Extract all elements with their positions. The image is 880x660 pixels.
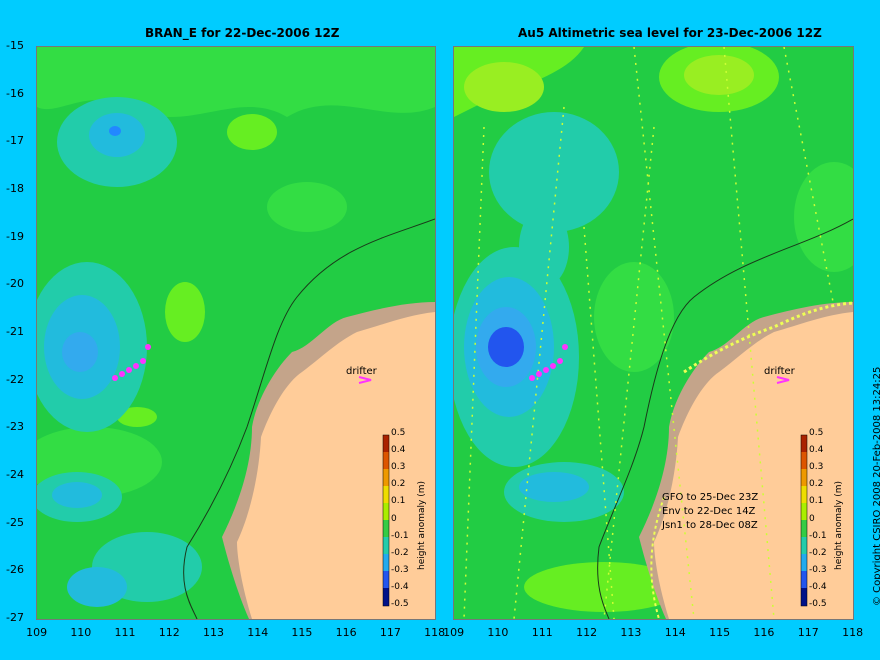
left-drifter-label: drifter bbox=[346, 366, 377, 377]
left-colorbar-tick-label: 0 bbox=[391, 513, 397, 524]
right-lon-tick-label: 114 bbox=[664, 626, 686, 639]
left-colorbar-tick-label: -0.5 bbox=[391, 599, 409, 609]
satellite-legend-jsn1: Jsn1 to 28-Dec 08Z bbox=[662, 520, 758, 531]
left-lon-tick-label: 110 bbox=[70, 626, 92, 639]
right-colorbar-tick-label: -0.3 bbox=[809, 564, 827, 575]
lat-tick-label: -17 bbox=[6, 134, 24, 148]
lat-tick-label: -21 bbox=[6, 325, 24, 338]
right-colorbar-tick-label: -0.2 bbox=[809, 547, 827, 558]
left-lon-tick-label: 116 bbox=[335, 626, 357, 639]
right-lon-tick-label: 117 bbox=[797, 626, 819, 639]
left-colorbar-tick-label: 0.2 bbox=[391, 479, 406, 490]
right-lon-tick-label: 110 bbox=[487, 626, 509, 639]
left-colorbar-label: height anomaly (m) bbox=[417, 480, 427, 570]
right-colorbar-label: height anomaly (m) bbox=[834, 480, 844, 570]
right-colorbar-tick-label: -0.4 bbox=[809, 581, 827, 592]
right-map-panel bbox=[453, 46, 854, 620]
left-lon-tick-label: 113 bbox=[202, 626, 224, 639]
right-colorbar-tick-label: 0.4 bbox=[809, 445, 824, 456]
right-lon-tick-label: 112 bbox=[576, 626, 598, 639]
left-colorbar-tick-label: -0.1 bbox=[391, 530, 409, 541]
left-lon-tick-label: 114 bbox=[247, 626, 269, 639]
right-colorbar-tick-label: 0.1 bbox=[809, 496, 824, 507]
lat-tick-label: -24 bbox=[6, 468, 24, 481]
right-lon-tick-label: 118 bbox=[842, 626, 864, 639]
left-lon-tick-label: 109 bbox=[26, 626, 48, 639]
right-colorbar-tick-label: -0.1 bbox=[809, 530, 827, 541]
satellite-legend-gfo: GFO to 25-Dec 23Z bbox=[662, 492, 759, 503]
right-panel-title: Au5 Altimetric sea level for 23-Dec-2006… bbox=[518, 26, 822, 40]
left-colorbar-tick-label: -0.3 bbox=[391, 564, 409, 575]
left-colorbar-tick-label: 0.4 bbox=[391, 445, 406, 456]
lat-tick-label: -15 bbox=[6, 39, 24, 52]
lat-tick-label: -16 bbox=[6, 86, 24, 100]
lat-tick-label: -20 bbox=[6, 277, 24, 291]
left-colorbar-tick-label: 0.3 bbox=[391, 462, 406, 473]
right-lon-tick-label: 116 bbox=[753, 626, 775, 639]
left-colorbar-tick-label: 0.5 bbox=[391, 428, 406, 438]
left-lon-tick-label: 118 bbox=[424, 626, 446, 639]
left-lon-tick-label: 111 bbox=[114, 626, 136, 639]
lat-tick-label: -18 bbox=[6, 182, 24, 195]
left-lon-tick-label: 117 bbox=[379, 626, 401, 639]
left-lon-tick-label: 115 bbox=[291, 626, 313, 639]
right-lon-tick-label: 113 bbox=[620, 626, 642, 639]
left-panel-title: BRAN_E for 22-Dec-2006 12Z bbox=[145, 26, 340, 40]
lat-tick-label: -22 bbox=[6, 372, 24, 386]
left-lon-tick-label: 112 bbox=[158, 626, 180, 639]
left-colorbar-tick-label: -0.2 bbox=[391, 547, 409, 558]
satellite-legend-env: Env to 22-Dec 14Z bbox=[662, 506, 756, 517]
right-lon-tick-label: 111 bbox=[531, 626, 553, 639]
lat-tick-label: -23 bbox=[6, 420, 24, 434]
right-lon-tick-label: 115 bbox=[709, 626, 731, 639]
lat-tick-label: -19 bbox=[6, 229, 24, 243]
lat-tick-label: -27 bbox=[6, 611, 24, 624]
left-colorbar-tick-label: 0.1 bbox=[391, 496, 406, 507]
right-colorbar-tick-label: 0.2 bbox=[809, 479, 824, 490]
right-colorbar-tick-label: 0.3 bbox=[809, 462, 824, 473]
lat-tick-label: -26 bbox=[6, 563, 24, 577]
copyright-notice: © Copyright CSIRO 2008 20-Feb-2008 13:24… bbox=[872, 366, 880, 606]
left-map-panel bbox=[36, 46, 436, 620]
right-drifter-label: drifter bbox=[764, 366, 795, 377]
lat-tick-label: -25 bbox=[6, 515, 24, 529]
right-colorbar-tick-label: 0.5 bbox=[809, 428, 824, 438]
right-colorbar-tick-label: 0 bbox=[809, 513, 815, 524]
left-colorbar-tick-label: -0.4 bbox=[391, 581, 409, 592]
right-colorbar-tick-label: -0.5 bbox=[809, 599, 827, 609]
right-lon-tick-label: 109 bbox=[443, 626, 465, 639]
